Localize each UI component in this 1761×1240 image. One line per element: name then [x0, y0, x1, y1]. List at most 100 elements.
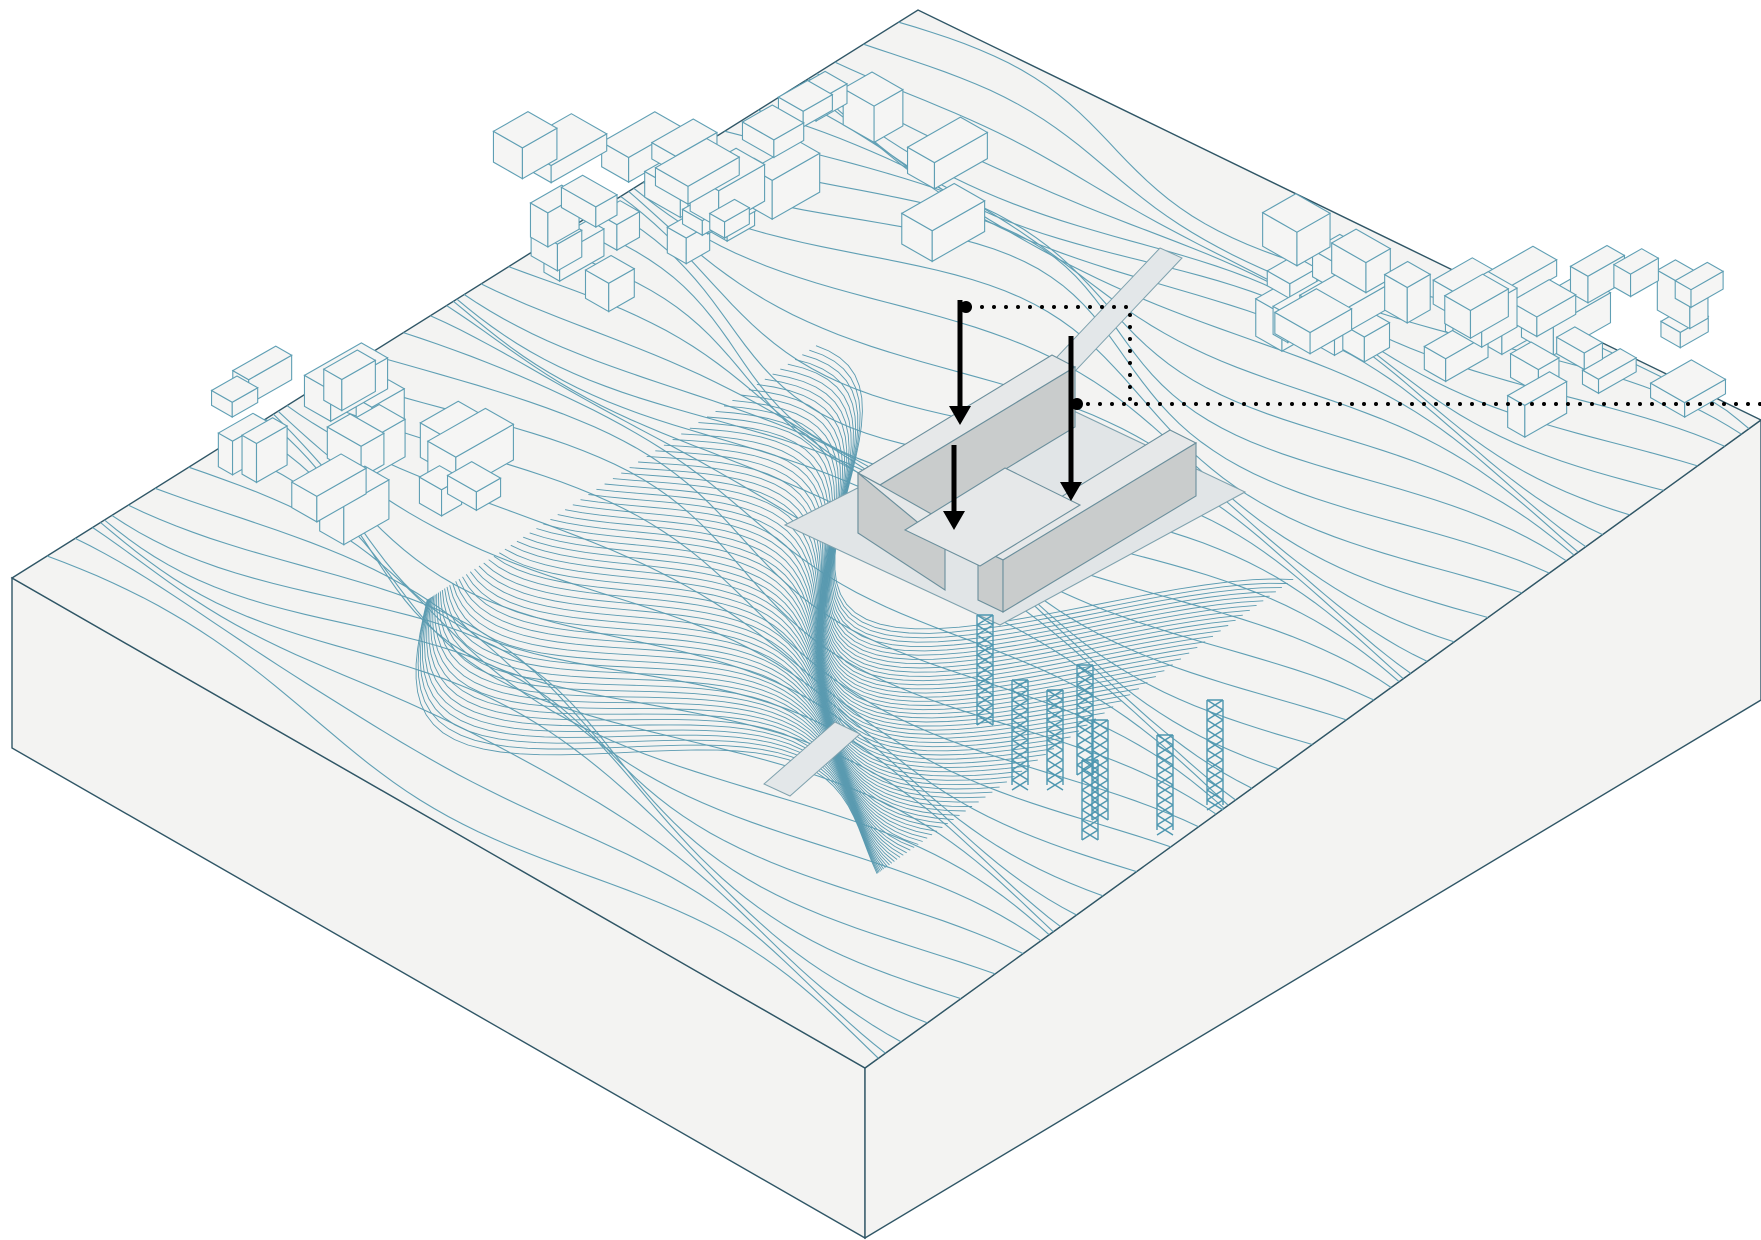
building-face: [1581, 348, 1638, 380]
building-face: [650, 118, 719, 157]
contour-line-dense: [604, 483, 1097, 739]
contour-line-dense: [434, 594, 893, 864]
contour-line-dense: [426, 597, 884, 870]
contour-line-dense: [444, 588, 907, 854]
building-face: [1612, 248, 1660, 275]
existing-building: [1443, 273, 1510, 340]
building-face: [1509, 279, 1577, 318]
tower-lattice: [976, 614, 994, 726]
contour-line-dense: [780, 368, 1264, 652]
contour-line-dense: [536, 528, 1023, 777]
building-face: [842, 71, 904, 107]
existing-building: [708, 198, 751, 239]
existing-building: [1506, 371, 1568, 439]
building-face: [741, 104, 805, 141]
contour-line-dense: [422, 598, 881, 872]
leader-dot-lower: [1071, 398, 1083, 410]
existing-building: [418, 465, 463, 517]
proposed-wing-west-front: [857, 471, 946, 592]
contour-line-dense: [543, 523, 1030, 773]
existing-building: [906, 116, 989, 190]
contour-line: [154, 487, 1042, 942]
arrow-right-head: [1060, 482, 1082, 501]
contour-line-dense: [772, 373, 1257, 656]
building-face: [1443, 273, 1510, 312]
existing-building: [1341, 309, 1391, 363]
contour-line-dense: [452, 583, 919, 845]
existing-building: [1555, 326, 1604, 371]
existing-building: [560, 174, 619, 229]
existing-building: [1612, 248, 1660, 298]
contour-line-dense: [756, 383, 1243, 665]
lattice-tower: [976, 614, 994, 726]
existing-building: [777, 79, 834, 128]
existing-building: [842, 71, 904, 144]
existing-building: [446, 461, 502, 512]
building-face: [1330, 228, 1392, 264]
existing-building: [1581, 348, 1638, 395]
contour-line: [74, 537, 886, 1054]
existing-building: [492, 111, 559, 180]
contour-line: [128, 504, 1024, 955]
contour-line-dense: [462, 576, 933, 836]
existing-building: [1273, 288, 1353, 355]
proposed-courtyard-block: [903, 467, 1082, 567]
building-face: [560, 174, 619, 208]
building-face: [240, 417, 289, 445]
building-face: [900, 182, 986, 232]
contour-line-dense: [458, 578, 928, 839]
contour-line-dense: [815, 345, 1294, 630]
contour-line-dense: [698, 422, 1190, 694]
building-face: [1674, 261, 1725, 291]
contour-line-dense: [588, 494, 1080, 748]
leader-dot-upper: [960, 301, 972, 313]
lattice-tower: [1011, 679, 1029, 791]
contour-line-dense: [428, 597, 886, 869]
contour-line-dense: [504, 548, 986, 799]
contour-line-dense: [436, 593, 895, 862]
building-face: [1555, 326, 1604, 354]
lattice-towers: [976, 614, 1224, 841]
contour-line-dense: [455, 581, 923, 842]
building-face: [906, 116, 989, 164]
existing-building: [584, 254, 636, 313]
building-face: [210, 375, 259, 403]
contour-line-dense: [441, 589, 904, 856]
contour-line-dense: [572, 504, 1063, 756]
proposed-bar-south-side: [1002, 442, 1197, 613]
building-face: [1506, 371, 1568, 407]
contour-line: [46, 555, 879, 1059]
existing-building: [1266, 254, 1318, 300]
contour-line-dense: [424, 598, 883, 871]
contour-line-dense: [794, 358, 1276, 643]
existing-building: [210, 375, 259, 418]
contour-line-dense: [715, 410, 1206, 686]
building-face: [290, 453, 368, 497]
lattice-tower: [1206, 699, 1224, 811]
contour-line: [333, 375, 1217, 815]
lattice-tower: [1156, 734, 1174, 836]
contour-line: [403, 332, 1229, 806]
tower-lattice: [1081, 759, 1099, 841]
tower-lattice: [1091, 719, 1109, 821]
building-face: [326, 413, 386, 447]
contour-line-dense: [499, 552, 979, 803]
contour-line-dense: [419, 599, 880, 873]
existing-building: [1383, 260, 1432, 324]
building-face: [446, 461, 502, 493]
arrow-left-head: [949, 406, 971, 425]
contour-line-dense: [483, 562, 960, 816]
contour-line: [633, 187, 1489, 619]
proposed-building: [783, 354, 1247, 626]
contour-line-dense: [523, 536, 1007, 786]
contour-line-dense: [740, 394, 1229, 673]
lattice-tower: [1081, 759, 1099, 841]
contour-line-dense: [469, 571, 943, 828]
arrow-middle-head: [943, 511, 965, 530]
building-face: [708, 198, 751, 223]
contour-line: [642, 181, 1523, 594]
downward-arrows: [943, 300, 1082, 530]
existing-building: [900, 182, 986, 263]
tower-lattice: [1046, 689, 1064, 791]
